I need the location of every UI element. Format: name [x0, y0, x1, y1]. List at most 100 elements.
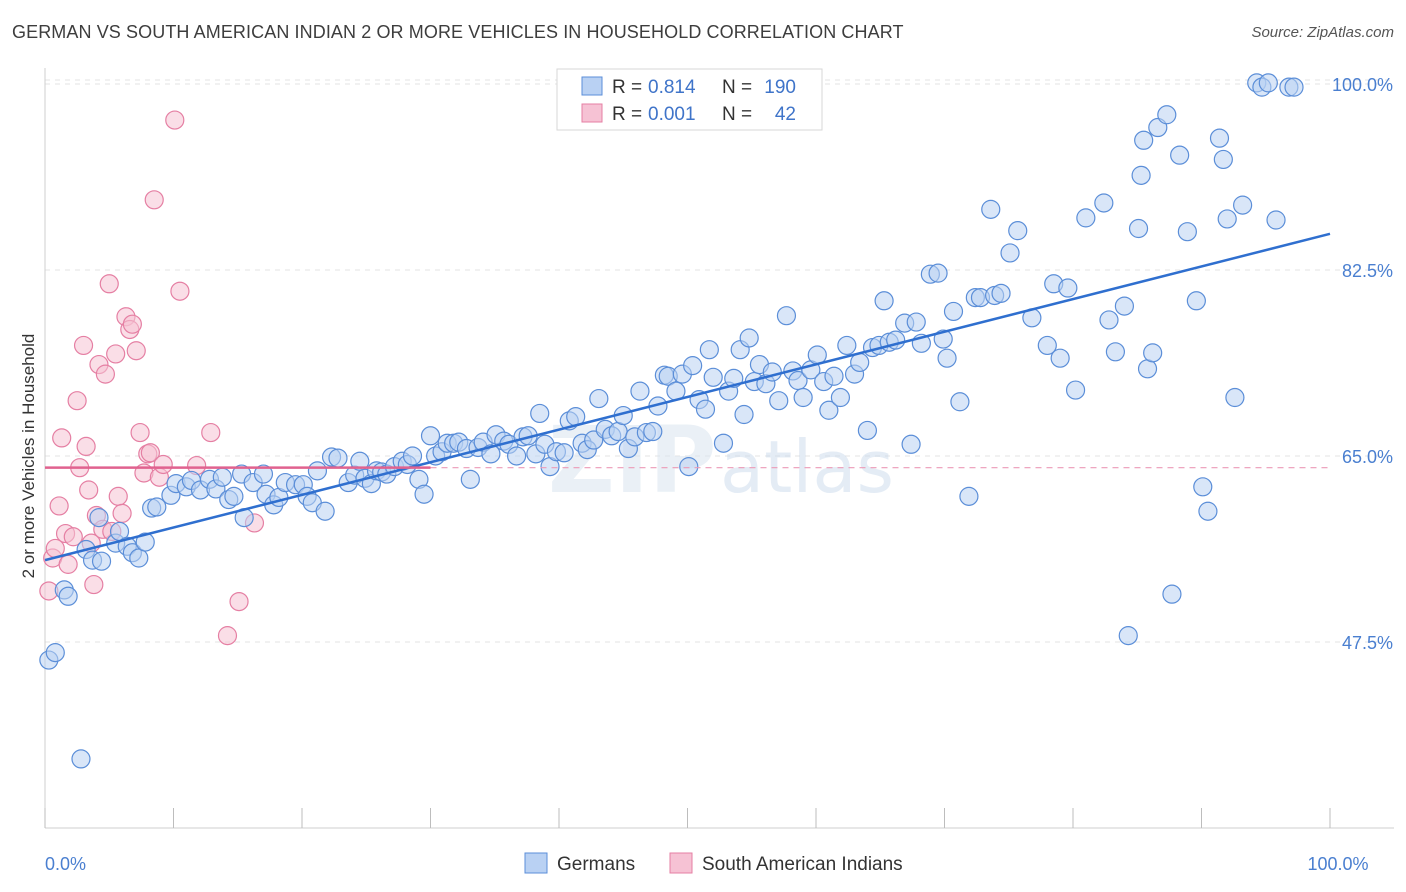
south-american-indians-point-14	[84, 574, 104, 595]
germans-point-106	[713, 433, 734, 453]
germans-point-179	[1209, 128, 1230, 148]
germans-point-94	[643, 421, 663, 442]
south-american-indians-point-36	[170, 281, 190, 301]
south-american-indians-point-8	[67, 391, 87, 411]
y-tick-label-3: 100.0%	[1332, 75, 1393, 95]
stats-n-label-south-american-indians: N =	[722, 104, 752, 125]
germans-point-100	[679, 457, 699, 477]
germans-point-103	[695, 399, 716, 419]
y-tick-label-2: 82.5%	[1342, 261, 1393, 281]
x-tick-label-1: 100.0%	[1307, 854, 1368, 874]
germans-point-127	[837, 335, 857, 356]
germans-point-7	[89, 508, 109, 528]
germans-point-182	[1225, 387, 1245, 408]
germans-point-75	[530, 403, 550, 424]
germans-point-85	[589, 388, 609, 409]
germans-point-145	[950, 392, 970, 412]
germans-point-178	[1198, 501, 1218, 521]
germans-point-57	[420, 426, 441, 446]
germans-point-67	[481, 444, 501, 464]
germans-point-117	[776, 306, 797, 326]
germans-point-173	[1162, 584, 1182, 604]
germans-point-133	[874, 291, 894, 311]
germans-point-157	[1050, 348, 1070, 368]
germans-point-120	[793, 387, 813, 408]
germans-point-152	[1000, 243, 1020, 263]
germans-point-151	[991, 283, 1011, 303]
germans-point-101	[683, 356, 703, 376]
germans-point-30	[253, 464, 274, 484]
germans-point-138	[906, 312, 926, 332]
south-american-indians-point-10	[73, 335, 94, 356]
legend-swatch-germans	[524, 852, 548, 874]
south-american-indians-point-35	[165, 110, 185, 130]
germans-point-105	[703, 367, 723, 387]
germans-point-164	[1114, 296, 1135, 316]
germans-point-3	[58, 586, 78, 606]
trend-lines	[44, 232, 1331, 562]
germans-point-161	[1094, 193, 1114, 213]
germans-point-158	[1058, 278, 1078, 298]
stats-r-label-south-american-indians: R =	[612, 104, 642, 125]
south-american-indians-point-27	[126, 341, 146, 361]
stats-legend-box: R = 0.814 N = 190 R = 0.001 N = 42	[556, 68, 823, 131]
germans-point-16	[147, 497, 167, 517]
germans-point-168	[1134, 130, 1154, 150]
germans-point-111	[739, 328, 759, 348]
germans-point-42	[328, 448, 348, 468]
south-american-indians-point-34	[153, 454, 173, 475]
south-american-indians-point-23	[112, 503, 132, 523]
germans-point-142	[933, 329, 953, 349]
germans-point-92	[630, 381, 650, 401]
germans-point-71	[506, 446, 527, 466]
y-tick-labels: 47.5% 65.0% 82.5% 100.0%	[1332, 75, 1393, 653]
germans-point-40	[315, 501, 335, 521]
x-tick-label-0: 0.0%	[45, 854, 86, 874]
south-american-indians-point-19	[99, 274, 119, 294]
y-tick-label-1: 65.0%	[1342, 447, 1393, 467]
south-american-indians-point-3	[49, 496, 69, 516]
germans-point-149	[981, 199, 1001, 219]
germans-points	[39, 73, 1304, 769]
germans-point-177	[1193, 477, 1213, 497]
germans-point-183	[1233, 195, 1253, 215]
germans-point-155	[1037, 335, 1057, 356]
germans-point-175	[1177, 222, 1197, 242]
germans-point-189	[1284, 77, 1304, 97]
germans-point-79	[554, 443, 574, 463]
south-american-indians-point-12	[79, 480, 99, 500]
south-american-indians-point-26	[122, 314, 142, 334]
germans-point-176	[1186, 291, 1206, 311]
grid-lines	[45, 79, 1394, 643]
germans-point-1	[45, 643, 65, 663]
germans-point-116	[769, 391, 789, 411]
x-ticks: 0.0% 100.0%	[44, 808, 1369, 874]
germans-point-104	[699, 340, 719, 360]
germans-point-88	[608, 421, 628, 442]
south-american-indians-point-4	[52, 428, 72, 448]
germans-point-8	[91, 551, 112, 571]
stats-r-value-south-american-indians: 0.001	[648, 104, 696, 125]
stats-n-value-germans: 190	[764, 77, 796, 98]
germans-point-125	[824, 366, 844, 386]
series-legend: Germans South American Indians	[524, 852, 903, 875]
germans-point-144	[943, 301, 964, 322]
germans-point-64	[460, 469, 480, 489]
south-american-indians-point-18	[95, 364, 115, 384]
south-american-indians-point-38	[201, 422, 221, 443]
source-label: Source: ZipAtlas.com	[1251, 24, 1394, 41]
germans-point-160	[1076, 208, 1096, 228]
legend-label-germans: Germans	[557, 854, 635, 875]
germans-point-159	[1065, 380, 1086, 400]
stats-r-value-germans: 0.814	[648, 77, 696, 98]
south-american-indians-point-41	[229, 591, 249, 612]
stats-r-label-germans: R =	[612, 77, 642, 98]
germans-point-141	[928, 263, 948, 283]
germans-point-56	[414, 484, 434, 504]
germans-point-174	[1170, 145, 1190, 165]
germans-point-162	[1099, 310, 1119, 330]
south-american-indians-point-22	[108, 486, 128, 506]
germans-point-137	[901, 434, 921, 454]
south-american-indians-points	[39, 110, 265, 646]
